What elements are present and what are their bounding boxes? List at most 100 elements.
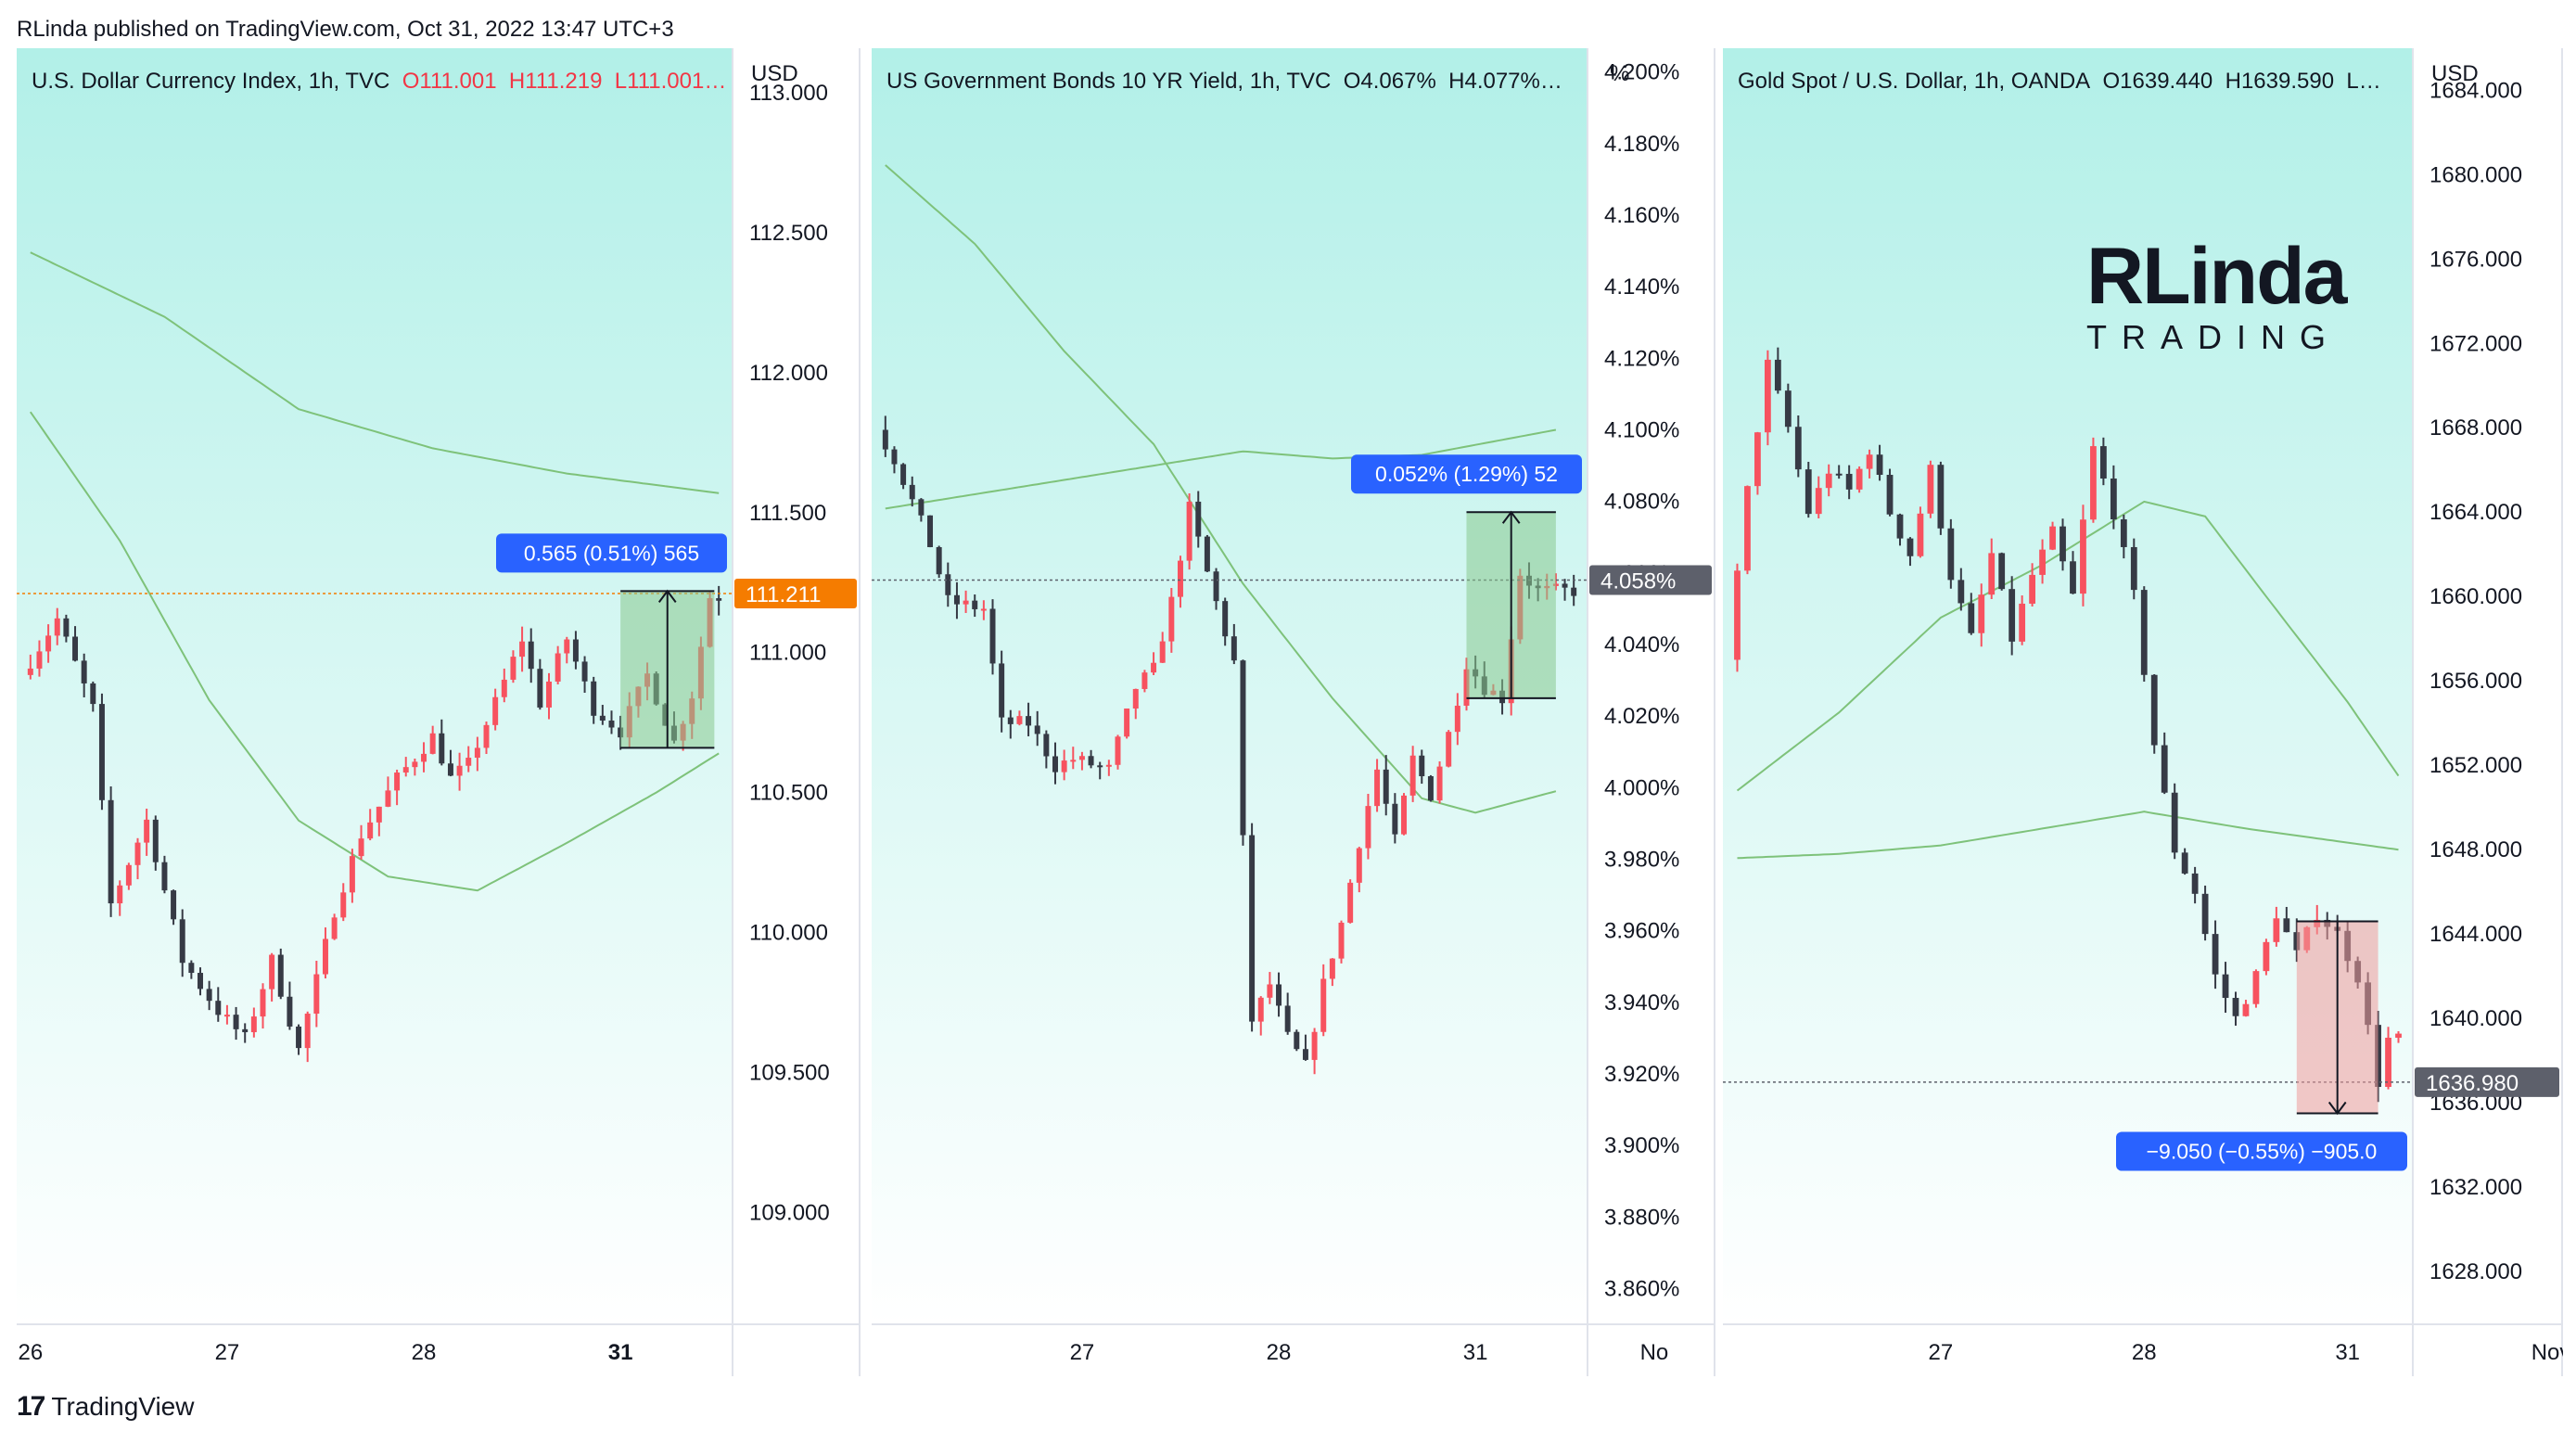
candle bbox=[171, 889, 177, 926]
candle bbox=[242, 1023, 249, 1043]
candle-body bbox=[1294, 1031, 1300, 1050]
candle-body bbox=[1105, 764, 1112, 767]
candle-body bbox=[483, 724, 490, 748]
time-tick-label: 28 bbox=[2132, 1340, 2157, 1365]
candle-body bbox=[1276, 984, 1282, 1006]
candle bbox=[519, 626, 526, 672]
candle bbox=[1168, 587, 1175, 653]
candle-body bbox=[918, 499, 925, 516]
candle bbox=[1804, 461, 1812, 518]
candle bbox=[465, 746, 472, 773]
candle bbox=[340, 883, 347, 922]
candle bbox=[936, 545, 942, 579]
price-tick-label: 3.860% bbox=[1604, 1276, 1679, 1301]
candle bbox=[2090, 437, 2097, 523]
us10y-high: H4.077%… bbox=[1448, 69, 1562, 94]
candle bbox=[1958, 568, 1965, 611]
candle bbox=[945, 562, 951, 607]
candle-body bbox=[1562, 583, 1568, 588]
candle-body bbox=[1124, 709, 1130, 737]
candle-body bbox=[510, 657, 516, 680]
candle bbox=[1866, 449, 1873, 479]
gold-open: O1639.440 bbox=[2102, 69, 2213, 94]
candle bbox=[1078, 751, 1085, 771]
dxy-high: H111.219 bbox=[508, 69, 603, 94]
candle-body bbox=[1968, 603, 1975, 633]
candle bbox=[2049, 521, 2056, 551]
candle-body bbox=[1866, 454, 1873, 469]
candle-body bbox=[599, 715, 606, 721]
gold-chart-panel[interactable]: 1684.000 1680.000 1676.000 1672.000 1668.000… bbox=[1723, 48, 2563, 1376]
candle bbox=[2140, 586, 2148, 683]
candle-body bbox=[385, 790, 391, 807]
price-tick-label: 110.000 bbox=[749, 921, 828, 946]
candle-body bbox=[1151, 662, 1157, 673]
candle bbox=[2161, 732, 2168, 795]
candle-body bbox=[1034, 725, 1040, 734]
us10y-chart-panel[interactable]: 4.200% 4.180% 4.160% 4.140% 4.120% 4.100% 4.08… bbox=[872, 48, 1715, 1376]
candle bbox=[1294, 1029, 1300, 1052]
candle bbox=[394, 769, 401, 806]
candle bbox=[2252, 969, 2260, 1008]
candle-body bbox=[1115, 736, 1121, 765]
candle bbox=[2283, 906, 2290, 933]
candle-body bbox=[936, 546, 942, 575]
candle-body bbox=[1947, 528, 1955, 581]
candle-body bbox=[340, 892, 347, 918]
candle bbox=[891, 446, 898, 474]
price-tick-label: 1640.000 bbox=[2429, 1006, 2522, 1031]
candle-body bbox=[618, 727, 624, 738]
candle bbox=[1927, 460, 1934, 518]
candle bbox=[117, 880, 123, 916]
tradingview-logo-icon: 17 bbox=[17, 1391, 45, 1422]
candle bbox=[81, 653, 87, 697]
candle-body bbox=[1427, 776, 1434, 801]
candle bbox=[1562, 579, 1568, 601]
candle bbox=[555, 645, 561, 685]
candle bbox=[54, 607, 60, 645]
candle bbox=[1186, 493, 1192, 570]
candle bbox=[1764, 350, 1771, 446]
candle-body bbox=[2263, 941, 2270, 972]
candle-body bbox=[349, 856, 355, 893]
candle-body bbox=[45, 635, 52, 652]
candle-body bbox=[980, 608, 987, 611]
candle bbox=[1124, 708, 1130, 739]
price-tick-label: 1628.000 bbox=[2429, 1259, 2522, 1284]
candle-body bbox=[2191, 873, 2199, 894]
measure-label-bg bbox=[496, 533, 727, 573]
price-tick-label: 3.980% bbox=[1604, 847, 1679, 872]
candle-body bbox=[2140, 590, 2148, 675]
candle bbox=[1784, 383, 1792, 433]
candle bbox=[1876, 444, 1883, 481]
candle bbox=[1794, 415, 1802, 478]
candle-body bbox=[492, 696, 499, 725]
candle bbox=[1231, 623, 1237, 665]
time-tick-label: 31 bbox=[1463, 1340, 1488, 1365]
dxy-chart-panel[interactable]: 113.000 112.500 112.000 111.500 111.000 110.5… bbox=[17, 48, 861, 1376]
candle bbox=[215, 987, 222, 1022]
candle-body bbox=[1917, 513, 1924, 556]
price-tick-label: 1680.000 bbox=[2429, 162, 2522, 187]
tradingview-footer[interactable]: 17 TradingView bbox=[17, 1391, 194, 1423]
candle-body bbox=[1571, 587, 1577, 596]
candle-body bbox=[134, 842, 141, 865]
candle bbox=[1356, 847, 1362, 893]
candle-body bbox=[1845, 473, 1853, 490]
candle-body bbox=[1257, 997, 1264, 1022]
candle-body bbox=[269, 954, 275, 990]
price-tick-label: 4.140% bbox=[1604, 275, 1679, 300]
candle bbox=[313, 961, 320, 1028]
candle-body bbox=[1365, 806, 1371, 849]
time-tick-label: 31 bbox=[2335, 1340, 2360, 1365]
candle bbox=[27, 654, 33, 680]
candle-body bbox=[1347, 882, 1354, 923]
candle-body bbox=[2283, 918, 2290, 933]
candle-body bbox=[1284, 1005, 1291, 1032]
candle-body bbox=[108, 799, 114, 904]
candle-body bbox=[2009, 589, 2016, 642]
candle-body bbox=[989, 608, 996, 664]
price-tick-label: 112.000 bbox=[749, 361, 828, 386]
candle-body bbox=[608, 720, 615, 728]
candle-body bbox=[591, 681, 597, 716]
